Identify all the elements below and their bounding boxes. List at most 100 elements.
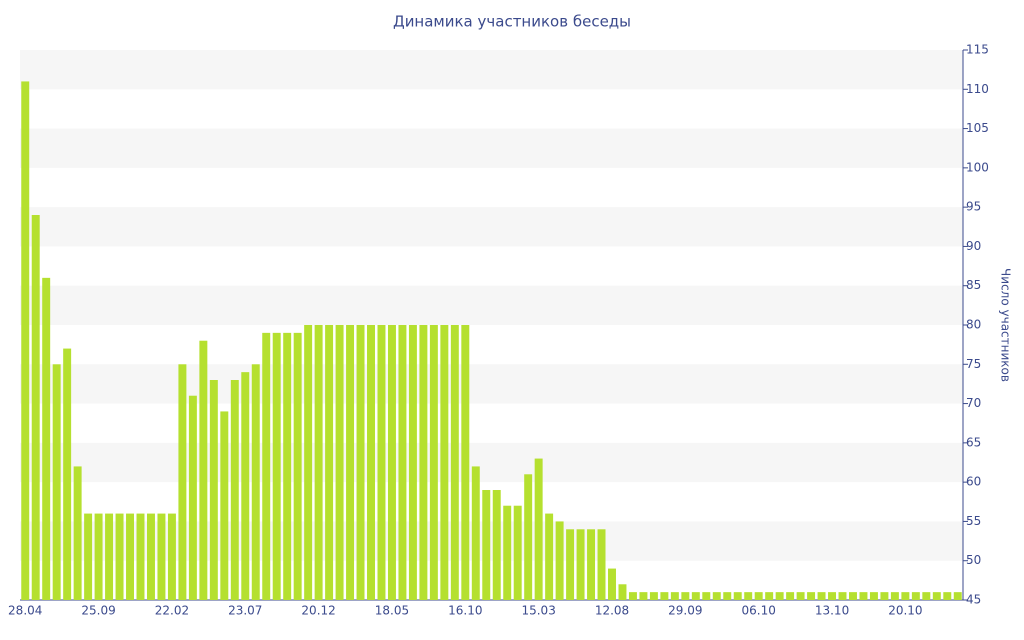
- y-tick-label: 110: [966, 82, 989, 96]
- bar: [597, 529, 606, 600]
- bar: [576, 529, 585, 600]
- y-tick-label: 95: [966, 200, 981, 214]
- bar: [869, 592, 878, 600]
- bar: [251, 364, 260, 600]
- bar: [471, 466, 480, 600]
- bar: [241, 372, 250, 600]
- bar: [408, 325, 417, 600]
- bar: [325, 325, 334, 600]
- bar: [115, 513, 124, 600]
- bar: [880, 592, 889, 600]
- grid-band: [20, 364, 963, 404]
- bar: [786, 592, 795, 600]
- bar: [733, 592, 742, 600]
- bar: [828, 592, 837, 600]
- bar: [126, 513, 134, 600]
- bar: [628, 592, 637, 600]
- grid-band: [20, 521, 963, 561]
- bar: [566, 529, 575, 600]
- bar: [702, 592, 711, 600]
- y-tick-label: 45: [966, 593, 981, 607]
- bar: [63, 348, 72, 600]
- bar: [534, 458, 543, 600]
- bar: [859, 592, 868, 600]
- bar: [744, 592, 753, 600]
- y-tick-label: 115: [966, 43, 989, 57]
- bar: [220, 411, 229, 600]
- bar: [775, 592, 784, 600]
- bar: [84, 513, 93, 600]
- bar: [209, 380, 218, 600]
- bar: [304, 325, 313, 600]
- bar: [230, 380, 239, 600]
- bar: [649, 592, 658, 600]
- bar: [450, 325, 459, 600]
- bar: [283, 332, 292, 600]
- bar: [681, 592, 690, 600]
- bar: [639, 592, 648, 600]
- bar: [503, 505, 512, 600]
- bar: [723, 592, 732, 600]
- bar: [691, 592, 700, 600]
- x-tick-label: 18.05: [375, 604, 409, 618]
- bar: [167, 513, 176, 600]
- bar: [335, 325, 344, 600]
- x-tick-label: 29.09: [668, 604, 702, 618]
- grid-band: [20, 207, 963, 247]
- bar: [492, 490, 501, 600]
- bar: [199, 340, 208, 600]
- y-tick-label: 50: [966, 553, 981, 567]
- bar: [157, 513, 166, 600]
- bar: [73, 466, 82, 600]
- y-tick-label: 105: [966, 121, 989, 135]
- x-tick-label: 25.09: [81, 604, 115, 618]
- bar: [94, 513, 103, 600]
- bar: [178, 364, 187, 600]
- x-tick-label: 13.10: [815, 604, 849, 618]
- x-tick-label: 22.02: [155, 604, 189, 618]
- bar: [262, 332, 271, 600]
- bar: [272, 332, 281, 600]
- bar: [146, 513, 155, 600]
- bar: [136, 513, 145, 600]
- grid-band: [20, 442, 963, 483]
- bar: [356, 325, 365, 600]
- bar: [387, 325, 396, 600]
- bar: [953, 592, 962, 600]
- bar: [765, 592, 774, 600]
- x-tick-label: 23.07: [228, 604, 262, 618]
- bar: [608, 568, 616, 600]
- bar: [932, 592, 941, 600]
- bar: [524, 474, 533, 600]
- grid-band: [20, 128, 963, 168]
- bar: [670, 592, 679, 600]
- grid-band: [20, 285, 963, 325]
- bar: [52, 364, 61, 600]
- bar: [367, 325, 375, 600]
- bar: [188, 395, 197, 600]
- y-tick-label: 75: [966, 357, 981, 371]
- bar: [105, 513, 114, 600]
- bar: [660, 592, 669, 600]
- x-tick-label: 28.04: [8, 604, 42, 618]
- bar: [545, 513, 554, 600]
- y-axis-label: Число участников: [999, 268, 1013, 382]
- bar: [440, 325, 449, 600]
- bar: [482, 490, 491, 600]
- bar: [890, 592, 899, 600]
- bar: [618, 584, 627, 600]
- bar: [419, 325, 428, 600]
- bar: [429, 325, 438, 600]
- bar: [901, 592, 910, 600]
- bar: [754, 592, 763, 600]
- y-tick-label: 100: [966, 160, 989, 174]
- x-tick-label: 16.10: [448, 604, 482, 618]
- y-tick-label: 70: [966, 396, 981, 410]
- bar: [817, 592, 826, 600]
- x-tick-label: 20.12: [301, 604, 335, 618]
- y-tick-label: 60: [966, 475, 981, 489]
- bar: [21, 81, 30, 600]
- bar: [398, 325, 407, 600]
- bar: [555, 521, 564, 600]
